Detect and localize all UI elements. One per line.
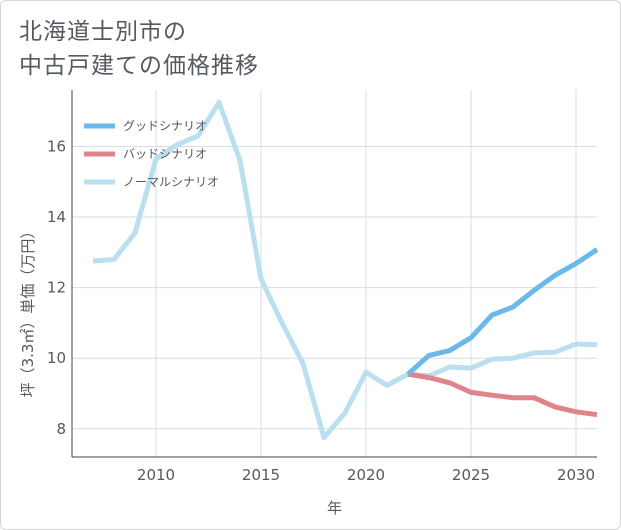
y-tick-label: 8 <box>56 420 66 438</box>
x-tick-label: 2015 <box>242 466 280 484</box>
x-tick-label: 2030 <box>557 466 595 484</box>
legend-label: グッドシナリオ <box>123 119 207 133</box>
x-axis-title: 年 <box>327 499 342 517</box>
series-line-3 <box>92 99 598 441</box>
axes <box>71 90 597 458</box>
legend-label: ノーマルシナリオ <box>123 175 219 189</box>
chart-title: 北海道士別市の 中古戸建ての価格推移 <box>19 15 259 83</box>
x-tick-label: 2010 <box>137 466 175 484</box>
title-line-2: 中古戸建ての価格推移 <box>19 53 259 79</box>
y-axis-title: 坪（3.3㎡）単価（万円） <box>19 224 37 398</box>
x-tick-label: 2020 <box>347 466 385 484</box>
series-lines <box>92 99 599 441</box>
y-tick-label: 14 <box>47 208 66 226</box>
y-tick-label: 16 <box>47 137 66 155</box>
series-line-1 <box>406 247 599 376</box>
grid-lines <box>72 90 597 457</box>
legend-label: バッドシナリオ <box>123 147 207 161</box>
y-tick-label: 10 <box>47 349 66 367</box>
series-line-2 <box>407 371 598 418</box>
x-tick-label: 2025 <box>452 466 490 484</box>
title-line-1: 北海道士別市の <box>19 19 187 45</box>
y-tick-label: 12 <box>47 279 66 297</box>
tick-labels: 2010 2015 2020 2025 2030 8 10 12 14 16 <box>47 137 595 484</box>
